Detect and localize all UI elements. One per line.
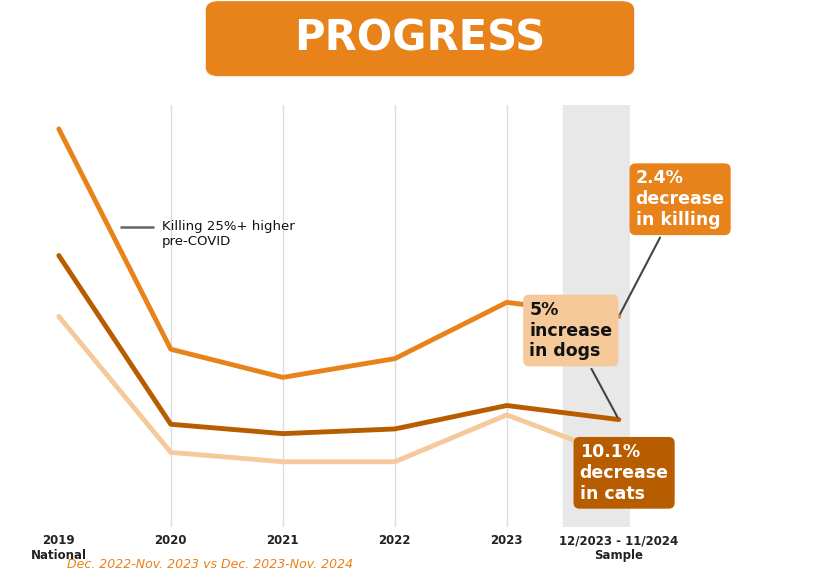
Text: 2.4%
decrease
in killing: 2.4% decrease in killing [620,169,725,314]
Text: 10.1%
decrease
in cats: 10.1% decrease in cats [580,443,669,503]
Bar [563,105,630,527]
Text: 5%
increase
in dogs: 5% increase in dogs [529,301,617,417]
Text: Dec. 2022-Nov. 2023 vs Dec. 2023-Nov. 2024: Dec. 2022-Nov. 2023 vs Dec. 2023-Nov. 20… [67,558,354,571]
Text: PROGRESS: PROGRESS [294,18,546,60]
Text: Killing 25%+ higher
pre-COVID: Killing 25%+ higher pre-COVID [162,220,295,248]
